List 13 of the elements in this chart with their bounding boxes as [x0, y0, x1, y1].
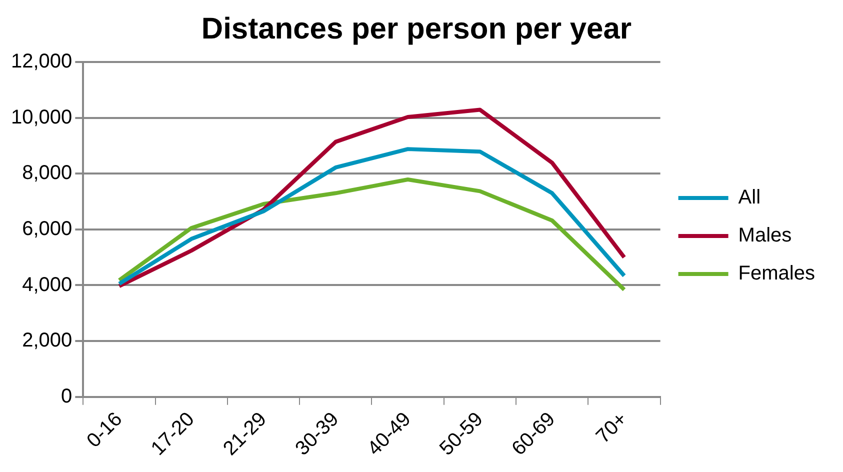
y-tick-label: 6,000 — [22, 218, 72, 240]
y-tick-label: 10,000 — [11, 106, 72, 128]
y-tick-label: 0 — [61, 385, 72, 408]
chart-title: Distances per person per year — [201, 12, 632, 46]
y-tick-label: 4,000 — [22, 274, 72, 296]
legend-label: All — [738, 186, 761, 209]
y-tick-label: 2,000 — [22, 330, 72, 352]
legend-label: Males — [738, 224, 792, 247]
x-tick-label: 70+ — [592, 408, 632, 448]
y-tick-label: 8,000 — [22, 162, 72, 184]
y-tick-label: 12,000 — [11, 50, 72, 73]
legend-label: Females — [738, 262, 816, 285]
x-tick-label: 0-16 — [82, 408, 127, 452]
